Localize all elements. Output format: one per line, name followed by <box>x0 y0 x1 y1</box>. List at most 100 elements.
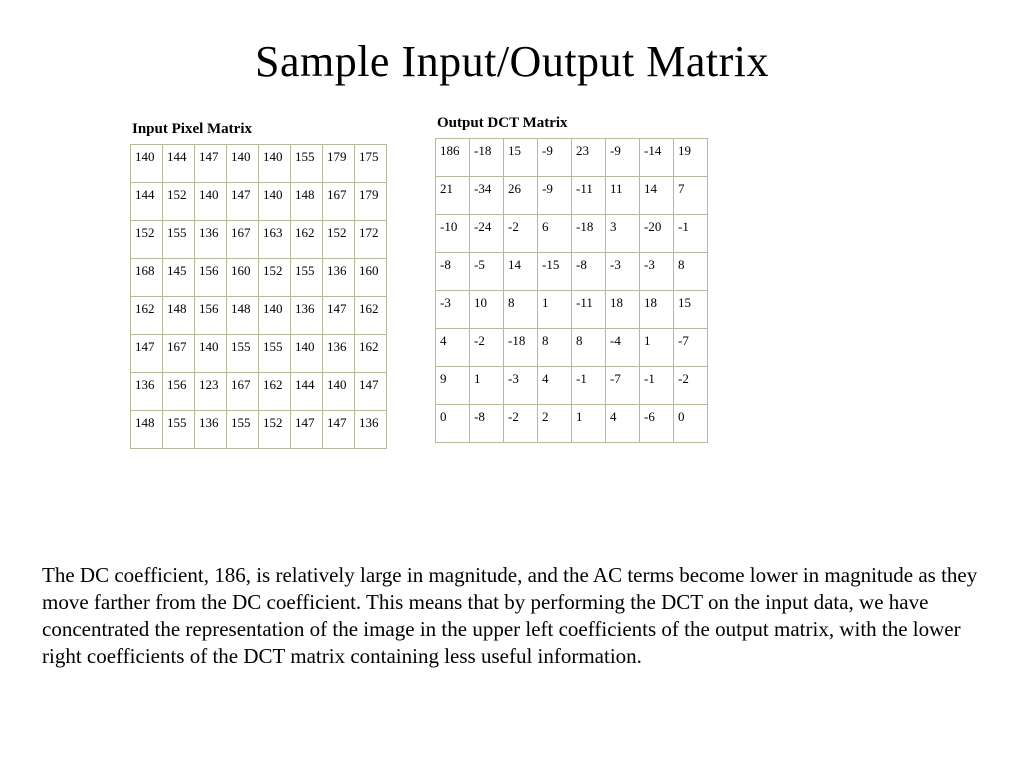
output-cell: 8 <box>538 329 572 367</box>
input-cell: 140 <box>195 183 227 221</box>
output-cell: -18 <box>572 215 606 253</box>
output-cell: 18 <box>606 291 640 329</box>
output-matrix-title: Output DCT Matrix <box>437 115 708 132</box>
input-cell: 156 <box>163 373 195 411</box>
output-cell: 11 <box>606 177 640 215</box>
output-cell: 19 <box>674 139 708 177</box>
input-cell: 163 <box>259 221 291 259</box>
input-cell: 148 <box>227 297 259 335</box>
output-cell: 7 <box>674 177 708 215</box>
description-text: The DC coefficient, 186, is relatively l… <box>42 562 988 670</box>
output-cell: 10 <box>470 291 504 329</box>
output-cell: -2 <box>470 329 504 367</box>
output-cell: -15 <box>538 253 572 291</box>
input-cell: 172 <box>355 221 387 259</box>
output-cell: 15 <box>504 139 538 177</box>
input-cell: 144 <box>291 373 323 411</box>
input-cell: 152 <box>163 183 195 221</box>
input-cell: 156 <box>195 259 227 297</box>
input-cell: 162 <box>355 335 387 373</box>
input-cell: 140 <box>195 335 227 373</box>
table-row: 21-3426-9-1111147 <box>436 177 708 215</box>
output-cell: -8 <box>470 405 504 443</box>
output-cell: 6 <box>538 215 572 253</box>
output-cell: -24 <box>470 215 504 253</box>
input-cell: 148 <box>131 411 163 449</box>
output-cell: 8 <box>504 291 538 329</box>
output-cell: -3 <box>640 253 674 291</box>
output-cell: -3 <box>606 253 640 291</box>
output-cell: -9 <box>606 139 640 177</box>
input-cell: 136 <box>195 221 227 259</box>
input-cell: 160 <box>227 259 259 297</box>
input-cell: 140 <box>259 183 291 221</box>
table-row: 140144147140140155179175 <box>131 145 387 183</box>
input-cell: 140 <box>291 335 323 373</box>
table-row: 162148156148140136147162 <box>131 297 387 335</box>
input-cell: 155 <box>227 411 259 449</box>
output-cell: -1 <box>640 367 674 405</box>
table-row: 144152140147140148167179 <box>131 183 387 221</box>
input-cell: 148 <box>291 183 323 221</box>
output-cell: -5 <box>470 253 504 291</box>
input-cell: 136 <box>355 411 387 449</box>
output-cell: 1 <box>470 367 504 405</box>
input-cell: 155 <box>259 335 291 373</box>
input-cell: 152 <box>259 411 291 449</box>
output-matrix-table: 186-1815-923-9-141921-3426-9-1111147-10-… <box>435 138 708 443</box>
table-row: 136156123167162144140147 <box>131 373 387 411</box>
input-cell: 147 <box>195 145 227 183</box>
output-cell: -11 <box>572 291 606 329</box>
input-cell: 168 <box>131 259 163 297</box>
output-cell: -2 <box>504 405 538 443</box>
input-cell: 136 <box>291 297 323 335</box>
output-cell: -2 <box>504 215 538 253</box>
output-cell: 8 <box>572 329 606 367</box>
input-cell: 136 <box>131 373 163 411</box>
input-cell: 155 <box>291 145 323 183</box>
table-row: -31081-11181815 <box>436 291 708 329</box>
output-cell: -7 <box>606 367 640 405</box>
output-cell: 18 <box>640 291 674 329</box>
output-cell: -4 <box>606 329 640 367</box>
input-cell: 152 <box>323 221 355 259</box>
input-cell: 167 <box>227 221 259 259</box>
output-cell: 2 <box>538 405 572 443</box>
table-row: 91-34-1-7-1-2 <box>436 367 708 405</box>
input-cell: 147 <box>291 411 323 449</box>
input-cell: 162 <box>259 373 291 411</box>
input-cell: 144 <box>163 145 195 183</box>
output-cell: 0 <box>436 405 470 443</box>
output-cell: -18 <box>470 139 504 177</box>
input-cell: 140 <box>227 145 259 183</box>
output-cell: 26 <box>504 177 538 215</box>
output-cell: -1 <box>674 215 708 253</box>
input-cell: 147 <box>323 411 355 449</box>
input-cell: 167 <box>227 373 259 411</box>
input-cell: 147 <box>323 297 355 335</box>
input-cell: 167 <box>163 335 195 373</box>
input-cell: 136 <box>323 259 355 297</box>
input-cell: 155 <box>163 411 195 449</box>
table-row: 148155136155152147147136 <box>131 411 387 449</box>
output-cell: -34 <box>470 177 504 215</box>
input-cell: 162 <box>131 297 163 335</box>
output-cell: 14 <box>640 177 674 215</box>
output-cell: -11 <box>572 177 606 215</box>
output-cell: 4 <box>436 329 470 367</box>
output-cell: -14 <box>640 139 674 177</box>
input-cell: 145 <box>163 259 195 297</box>
input-cell: 140 <box>131 145 163 183</box>
output-cell: 4 <box>606 405 640 443</box>
input-cell: 147 <box>131 335 163 373</box>
output-cell: 21 <box>436 177 470 215</box>
output-cell: 3 <box>606 215 640 253</box>
output-cell: -1 <box>572 367 606 405</box>
output-cell: -18 <box>504 329 538 367</box>
output-cell: 4 <box>538 367 572 405</box>
slide: Sample Input/Output Matrix Input Pixel M… <box>0 0 1024 768</box>
input-cell: 136 <box>195 411 227 449</box>
input-cell: 140 <box>259 145 291 183</box>
table-row: 4-2-1888-41-7 <box>436 329 708 367</box>
input-cell: 175 <box>355 145 387 183</box>
